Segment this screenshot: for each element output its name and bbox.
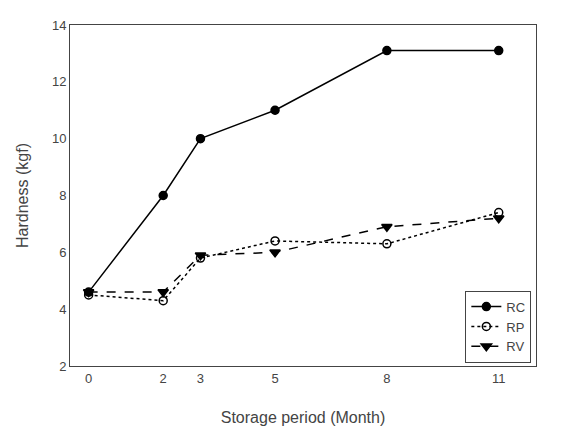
svg-text:14: 14 bbox=[52, 18, 66, 33]
svg-text:RV: RV bbox=[506, 339, 524, 354]
svg-text:8: 8 bbox=[59, 188, 66, 203]
svg-text:2: 2 bbox=[59, 359, 66, 374]
svg-text:11: 11 bbox=[492, 371, 506, 386]
svg-text:6: 6 bbox=[59, 245, 66, 260]
svg-text:RC: RC bbox=[506, 300, 525, 315]
svg-text:RP: RP bbox=[506, 320, 524, 335]
svg-text:5: 5 bbox=[271, 371, 278, 386]
svg-text:2: 2 bbox=[160, 371, 167, 386]
svg-text:12: 12 bbox=[52, 74, 66, 89]
svg-text:Hardness (kgf): Hardness (kgf) bbox=[14, 143, 31, 248]
svg-text:8: 8 bbox=[383, 371, 390, 386]
svg-text:4: 4 bbox=[59, 302, 66, 317]
svg-text:Storage period (Month): Storage period (Month) bbox=[221, 409, 386, 426]
svg-text:0: 0 bbox=[85, 371, 92, 386]
svg-text:3: 3 bbox=[197, 371, 204, 386]
svg-text:10: 10 bbox=[52, 131, 66, 146]
